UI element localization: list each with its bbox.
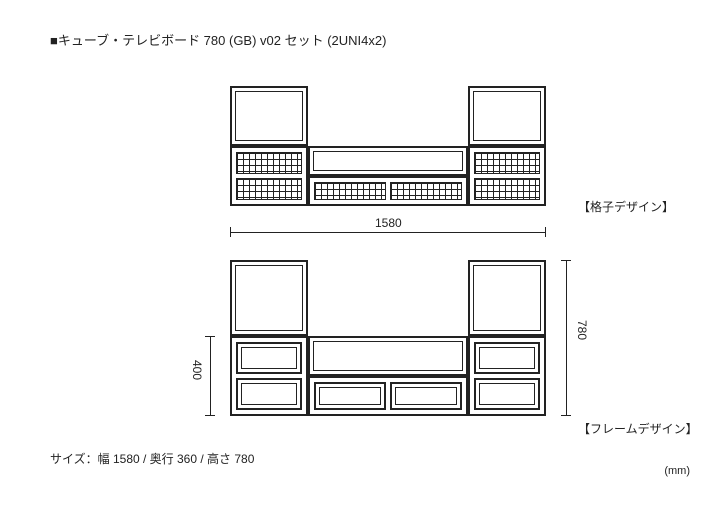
dim-width-line: [230, 232, 546, 233]
dim-400-line: [210, 336, 211, 416]
page-title: ■キューブ・テレビボード 780 (GB) v02 セット (2UNI4x2): [50, 30, 386, 49]
frame-drawer: [474, 378, 540, 410]
right-upper-open: [468, 260, 546, 336]
center-lower: [308, 176, 468, 206]
lattice-panel: [390, 182, 462, 200]
dim-tick: [205, 336, 215, 337]
dim-tick: [561, 415, 571, 416]
frame-drawer: [474, 342, 540, 374]
unit-label: (mm): [664, 465, 690, 477]
dim-width: 1580: [375, 216, 402, 230]
center-upper-open: [308, 336, 468, 376]
right-lower: [468, 336, 546, 416]
frame-diagram: [230, 260, 546, 416]
frame-drawer: [236, 378, 302, 410]
lattice-diagram: [230, 86, 546, 206]
left-upper-open: [230, 260, 308, 336]
frame-drawer: [314, 382, 386, 410]
dim-partial-height: 400: [190, 360, 204, 380]
lattice-panel: [236, 152, 302, 174]
center-upper-open: [308, 146, 468, 176]
frame-label: 【フレームデザイン】: [578, 420, 698, 437]
lattice-panel: [474, 178, 540, 200]
right-upper-open: [468, 86, 546, 146]
center-lower: [308, 376, 468, 416]
lattice-label: 【格子デザイン】: [578, 198, 674, 215]
size-text: サイズ：幅 1580 / 奥行 360 / 高さ 780: [50, 450, 254, 467]
dim-tick: [561, 260, 571, 261]
lattice-panel: [314, 182, 386, 200]
lattice-panel: [236, 178, 302, 200]
left-lower: [230, 336, 308, 416]
dim-tick: [230, 227, 231, 237]
right-lower: [468, 146, 546, 206]
left-lower: [230, 146, 308, 206]
frame-drawer: [236, 342, 302, 374]
dim-780-line: [566, 260, 567, 416]
dim-tick: [205, 415, 215, 416]
lattice-panel: [474, 152, 540, 174]
dim-tick: [545, 227, 546, 237]
left-upper-open: [230, 86, 308, 146]
frame-drawer: [390, 382, 462, 410]
dim-height: 780: [575, 320, 589, 340]
